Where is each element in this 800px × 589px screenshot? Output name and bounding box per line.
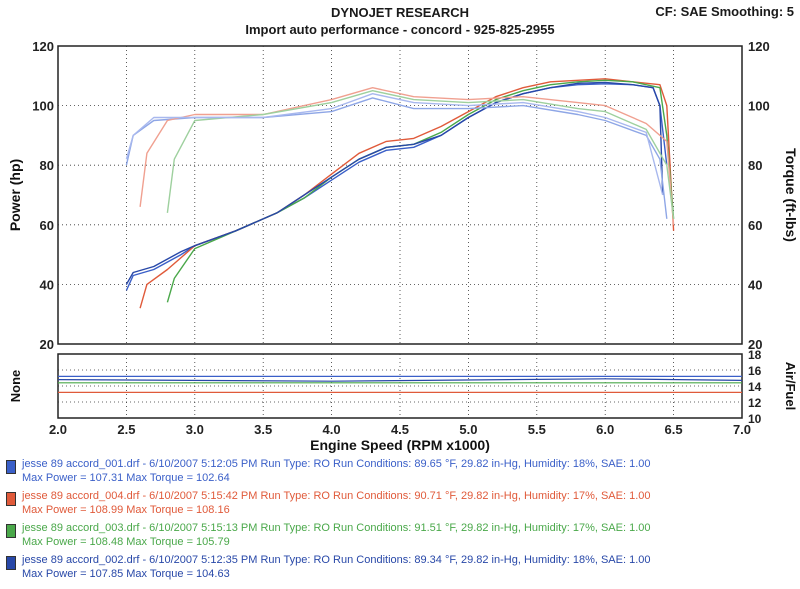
- y-tick-label-right: 120: [748, 39, 770, 54]
- y-tick-label-left: 80: [40, 158, 54, 173]
- power-curve-run-001: [125, 83, 668, 291]
- torque-curve-run-001: [125, 97, 668, 219]
- power-curve-run-002: [125, 81, 664, 285]
- x-tick-label: 7.0: [733, 422, 751, 437]
- legend-run-info: jesse 89 accord_001.drf - 6/10/2007 5:12…: [22, 458, 651, 470]
- y-tick-label-right: 20: [748, 337, 762, 352]
- legend-max-values: Max Power = 108.99 Max Torque = 108.16: [22, 504, 230, 516]
- legend-swatch: [6, 524, 16, 538]
- airfuel-tick-label: 18: [748, 348, 762, 362]
- legend-max-values: Max Power = 107.85 Max Torque = 104.63: [22, 568, 230, 580]
- y-axis-label-left: Power (hp): [7, 159, 23, 231]
- x-axis-label: Engine Speed (RPM x1000): [310, 437, 490, 453]
- x-tick-label: 6.5: [665, 422, 683, 437]
- x-tick-label: 4.0: [323, 422, 341, 437]
- chart-subtitle: Import auto performance - concord - 925-…: [245, 22, 555, 37]
- y-tick-label-left: 40: [40, 277, 54, 292]
- airfuel-tick-label: 10: [748, 412, 762, 426]
- correction-factor-label: CF: SAE Smoothing: 5: [655, 4, 794, 19]
- torque-curve-run-003: [166, 90, 675, 219]
- legend-entry: jesse 89 accord_003.drf - 6/10/2007 5:15…: [0, 522, 800, 556]
- legend-run-info: jesse 89 accord_003.drf - 6/10/2007 5:15…: [22, 522, 651, 534]
- dyno-chart: 2.0 2.5 3.0 3.5 4.0 4.5 5.0 5.5 6.0 6.5 7.0 20 40 60 8…: [7, 39, 799, 453]
- y-tick-label-left: 20: [40, 337, 54, 352]
- torque-curve-run-004: [139, 87, 675, 225]
- x-tick-label: 6.0: [596, 422, 614, 437]
- y-tick-label-left: 60: [40, 218, 54, 233]
- airfuel-tick-label: 14: [748, 380, 762, 394]
- x-tick-label: 3.5: [254, 422, 272, 437]
- airfuel-label-right: Air/Fuel: [783, 362, 798, 410]
- y-tick-label-right: 60: [748, 218, 762, 233]
- y-tick-label-left: 100: [32, 99, 54, 114]
- legend-entry: jesse 89 accord_001.drf - 6/10/2007 5:12…: [0, 458, 800, 492]
- legend-run-info: jesse 89 accord_004.drf - 6/10/2007 5:15…: [22, 490, 651, 502]
- legend-entry: jesse 89 accord_004.drf - 6/10/2007 5:15…: [0, 490, 800, 524]
- x-tick-label: 3.0: [186, 422, 204, 437]
- x-tick-label: 2.5: [117, 422, 135, 437]
- x-tick-label: 4.5: [391, 422, 409, 437]
- y-tick-label-right: 80: [748, 158, 762, 173]
- x-tick-label: 5.0: [459, 422, 477, 437]
- torque-curve-run-002: [125, 93, 664, 196]
- x-tick-label: 2.0: [49, 422, 67, 437]
- legend-max-values: Max Power = 107.31 Max Torque = 102.64: [22, 472, 230, 484]
- y-tick-label-right: 40: [748, 277, 762, 292]
- airfuel-line-3: [57, 378, 743, 382]
- airfuel-tick-label: 12: [748, 396, 762, 410]
- legend-entry: jesse 89 accord_002.drf - 6/10/2007 5:12…: [0, 554, 800, 588]
- legend-swatch: [6, 492, 16, 506]
- chart-title: DYNOJET RESEARCH: [331, 5, 469, 20]
- legend-run-info: jesse 89 accord_002.drf - 6/10/2007 5:12…: [22, 554, 651, 566]
- airfuel-label-left: None: [8, 370, 23, 403]
- legend-max-values: Max Power = 108.48 Max Torque = 105.79: [22, 536, 230, 548]
- y-axis-label-right: Torque (ft-lbs): [783, 148, 799, 242]
- airfuel-tick-label: 16: [748, 364, 762, 378]
- y-tick-label-right: 100: [748, 99, 770, 114]
- legend-swatch: [6, 460, 16, 474]
- y-tick-label-left: 120: [32, 39, 54, 54]
- legend-swatch: [6, 556, 16, 570]
- x-tick-label: 5.5: [528, 422, 546, 437]
